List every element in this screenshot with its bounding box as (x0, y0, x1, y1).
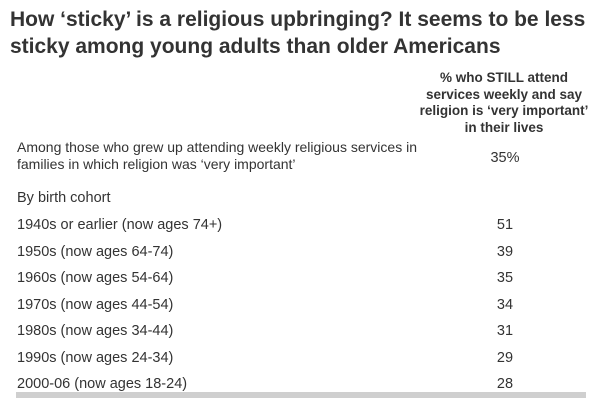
bottom-divider (16, 392, 586, 398)
row-value: 28 (496, 376, 514, 392)
row-label: 1940s or earlier (now ages 74+) (17, 217, 223, 233)
row-value: 51 (496, 217, 514, 233)
row-label: 2000-06 (now ages 18-24) (17, 376, 188, 392)
row-value: 34 (496, 296, 514, 313)
table-row: 1960s (now ages 54-64) 35 (0, 268, 600, 290)
row-value: 35 (496, 270, 514, 286)
section-label: By birth cohort (17, 190, 111, 206)
row-value: 39 (496, 243, 514, 260)
table-row: 1980s (now ages 34-44) 31 (0, 321, 600, 343)
row-label: 1960s (now ages 54-64) (17, 270, 174, 286)
row-value: 29 (496, 349, 514, 366)
row-label: 1980s (now ages 34-44) (17, 323, 174, 339)
overall-value: 35% (490, 150, 520, 166)
row-label: 1990s (now ages 24-34) (17, 349, 174, 366)
row-label: 1950s (now ages 64-74) (17, 243, 174, 260)
table-row: 1950s (now ages 64-74) 39 (0, 242, 600, 264)
table-row: 2000-06 (now ages 18-24) 28 (0, 374, 600, 396)
chart-title: How ‘sticky’ is a religious upbringing? … (10, 8, 586, 58)
table-row: 1940s or earlier (now ages 74+) 51 (0, 215, 600, 237)
column-header: % who STILL attend services weekly and s… (419, 70, 589, 135)
row-label: 1970s (now ages 44-54) (17, 296, 174, 313)
overall-label: Among those who grew up attending weekly… (17, 139, 417, 172)
table-row: 1990s (now ages 24-34) 29 (0, 348, 600, 370)
table-row: 1970s (now ages 44-54) 34 (0, 295, 600, 317)
row-value: 31 (496, 323, 514, 339)
